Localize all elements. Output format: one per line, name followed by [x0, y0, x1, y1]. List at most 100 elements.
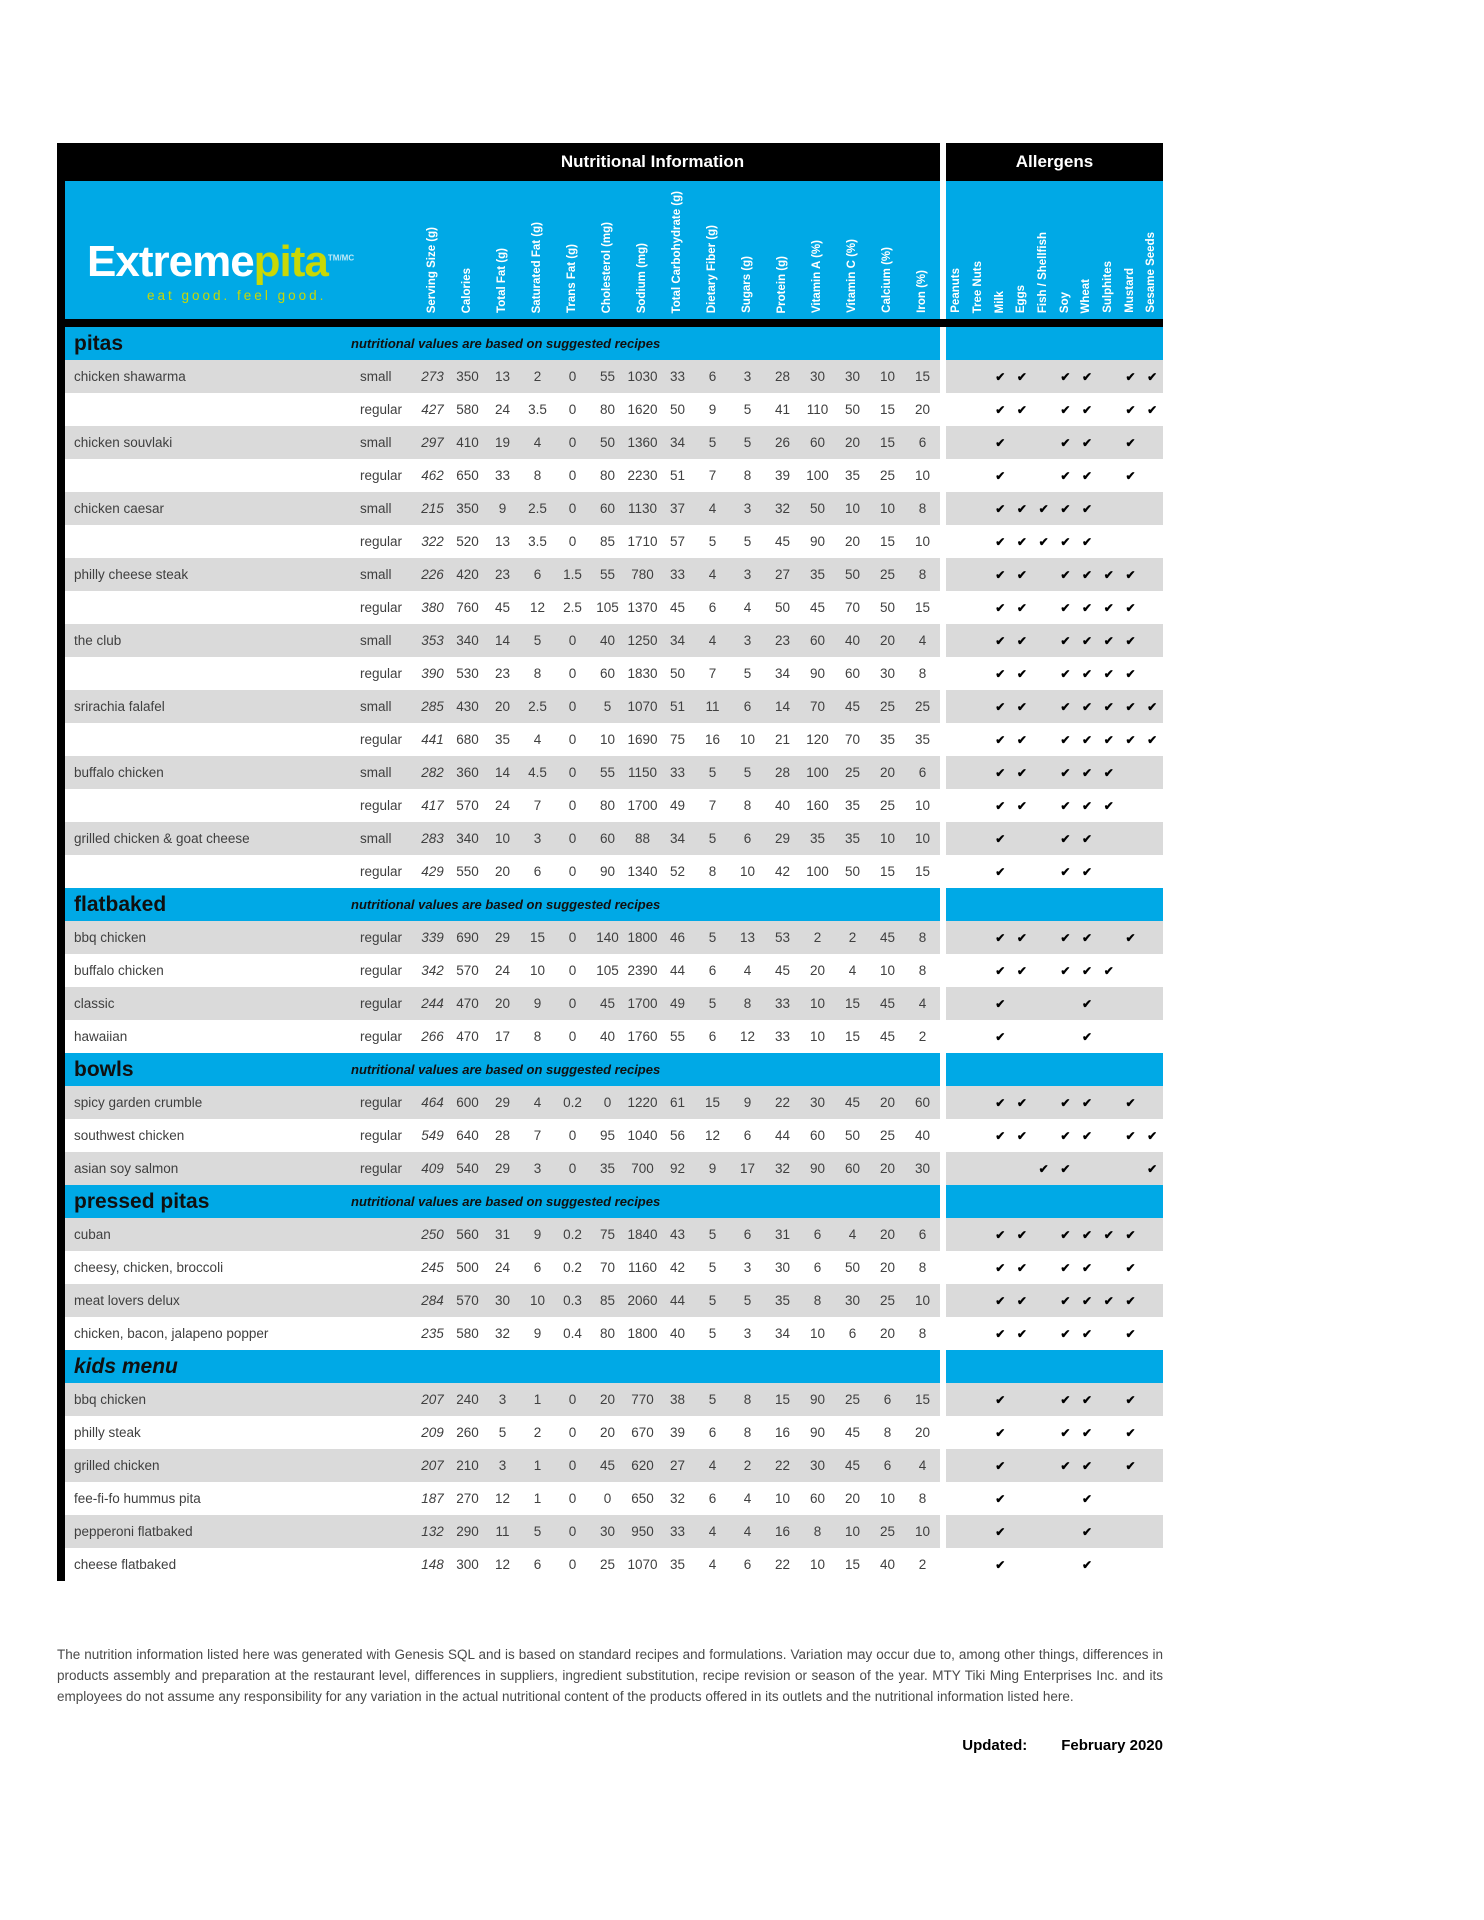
item-size: regular	[360, 864, 403, 879]
value-cell: 3	[498, 1458, 507, 1473]
allergen-check-icon: ✔	[1060, 1260, 1071, 1275]
row-gap	[940, 690, 946, 723]
value-cell: 35	[669, 1557, 686, 1572]
allergen-check-icon: ✔	[1147, 402, 1158, 417]
item-name: southwest chicken	[74, 1128, 185, 1143]
value-cell: 0	[568, 666, 577, 681]
allergen-values: ✔ ✔ ✔	[946, 1152, 1163, 1185]
brand-logo: ExtremepitaTM/MC eat good. feel good.	[87, 237, 354, 304]
value-cell: 15	[879, 402, 896, 417]
allergen-check-icon: ✔	[1103, 732, 1114, 747]
value-cell: 10	[914, 798, 931, 813]
value-cell: 4	[708, 1557, 717, 1572]
row-gap	[940, 1482, 946, 1515]
value-cell: 60	[809, 435, 826, 450]
row-nutrition-zone: buffalo chicken small 282 360 14 4.5 0 55 1150…	[65, 756, 940, 789]
value-cell: 8	[743, 996, 752, 1011]
value-cell: 210	[456, 1458, 479, 1473]
value-cell: 2	[813, 930, 822, 945]
allergen-check-icon: ✔	[995, 468, 1006, 483]
value-cell: 0	[568, 732, 577, 747]
value-cell: 88	[634, 831, 651, 846]
value-cell: 8	[918, 1326, 927, 1341]
allergen-check-icon: ✔	[1082, 1095, 1093, 1110]
value-cell: 6	[743, 831, 752, 846]
allergen-check-icon: ✔	[1060, 1326, 1071, 1341]
value-cell: 6	[708, 1491, 717, 1506]
value-cell: 350	[456, 369, 479, 384]
column-label: Trans Fat (g)	[565, 243, 578, 313]
value-cell: 80	[599, 402, 616, 417]
value-cell: 57	[669, 534, 686, 549]
value-cell: 23	[774, 633, 791, 648]
table-row: cheesy, chicken, broccoli 245 500 24 6 0.2 70…	[65, 1251, 1163, 1284]
allergen-check-icon: ✔	[1082, 468, 1093, 483]
value-cell: 23	[494, 567, 511, 582]
allergen-check-icon: ✔	[1082, 864, 1093, 879]
allergen-check-icon: ✔	[995, 1524, 1006, 1539]
value-cell: 20	[494, 864, 511, 879]
item-size: regular	[360, 930, 403, 945]
value-cell: 300	[456, 1557, 479, 1572]
value-cell: 1690	[627, 732, 658, 747]
item-name: buffalo chicken	[74, 963, 164, 978]
value-cell: 33	[669, 369, 686, 384]
value-cell: 25	[879, 468, 896, 483]
value-cell: 10	[774, 1491, 791, 1506]
table-row: buffalo chicken regular 342 570 24 10 0 105 23…	[65, 954, 1163, 987]
value-cell: 6	[533, 864, 542, 879]
value-cell: 3	[743, 567, 752, 582]
value-cell: 9	[498, 501, 507, 516]
section-header-right	[946, 1185, 1163, 1218]
item-name: cuban	[74, 1227, 111, 1242]
brand-word-extreme: Extreme	[87, 237, 255, 286]
value-cell: 0	[568, 1161, 577, 1176]
value-cell: 3.5	[528, 402, 547, 417]
allergen-check-icon: ✔	[1082, 1425, 1093, 1440]
value-cell: 50	[599, 435, 616, 450]
value-cell: 50	[844, 567, 861, 582]
value-cell: 14	[494, 765, 511, 780]
allergen-check-icon: ✔	[995, 1260, 1006, 1275]
allergen-check-icon: ✔	[1082, 798, 1093, 813]
allergen-check-icon: ✔	[995, 1491, 1006, 1506]
row-nutrition-zone: regular 417 570 24 7 0 80 1700 49 7 8 40 160 35 25 10	[65, 789, 940, 822]
item-name: spicy garden crumble	[74, 1095, 203, 1110]
allergen-values: ✔ ✔	[946, 1515, 1163, 1548]
value-cell: 42	[669, 1260, 686, 1275]
value-cell: 15	[914, 600, 931, 615]
allergen-check-icon: ✔	[1082, 1326, 1093, 1341]
nutrition-values: 339 690 29 15 0 140 1800 46 5 13 53 2 2 45 8	[415, 930, 940, 945]
value-cell: 38	[669, 1392, 686, 1407]
item-name: buffalo chicken	[74, 765, 164, 780]
value-cell: 1800	[627, 930, 658, 945]
value-cell: 4	[708, 633, 717, 648]
nutrition-values: 250 560 31 9 0.2 75 1840 43 5 6 31 6 4 20 6	[415, 1227, 940, 1242]
row-gap	[940, 1218, 946, 1251]
allergen-values: ✔ ✔ ✔ ✔ ✔ ✔	[946, 657, 1163, 690]
nutrition-values: 215 350 9 2.5 0 60 1130 37 4 3 32 50 10 10 8	[415, 501, 940, 516]
value-cell: 20	[494, 699, 511, 714]
row-nutrition-zone: philly steak 209 260 5 2 0 20 670 39 6 8 16 90 45 8 20	[65, 1416, 940, 1449]
row-nutrition-zone: fee-fi-fo hummus pita 187 270 12 1 0 0 650 32 6 4…	[65, 1482, 940, 1515]
value-cell: 70	[844, 732, 861, 747]
value-cell: 120	[806, 732, 829, 747]
value-cell: 28	[774, 765, 791, 780]
value-cell: 0	[568, 402, 577, 417]
value-cell: 3	[498, 1392, 507, 1407]
value-cell: 20	[844, 435, 861, 450]
value-cell: 16	[774, 1425, 791, 1440]
row-nutrition-zone: bbq chicken 207 240 3 1 0 20 770 38 5 8 15 90 25 6 15	[65, 1383, 940, 1416]
value-cell: 2	[918, 1557, 927, 1572]
allergen-check-icon: ✔	[1016, 930, 1027, 945]
value-cell: 35	[809, 567, 826, 582]
value-cell: 5	[498, 1425, 507, 1440]
allergen-check-icon: ✔	[1060, 501, 1071, 516]
updated-line: Updated: February 2020	[57, 1737, 1163, 1754]
row-gap	[940, 723, 946, 756]
value-cell: 34	[669, 633, 686, 648]
allergen-column-label: Sulphites	[1102, 261, 1115, 313]
table-row: cheese flatbaked 148 300 12 6 0 25 1070 35 4 6 22 1…	[65, 1548, 1163, 1581]
value-cell: 40	[669, 1326, 686, 1341]
value-cell: 60	[599, 666, 616, 681]
